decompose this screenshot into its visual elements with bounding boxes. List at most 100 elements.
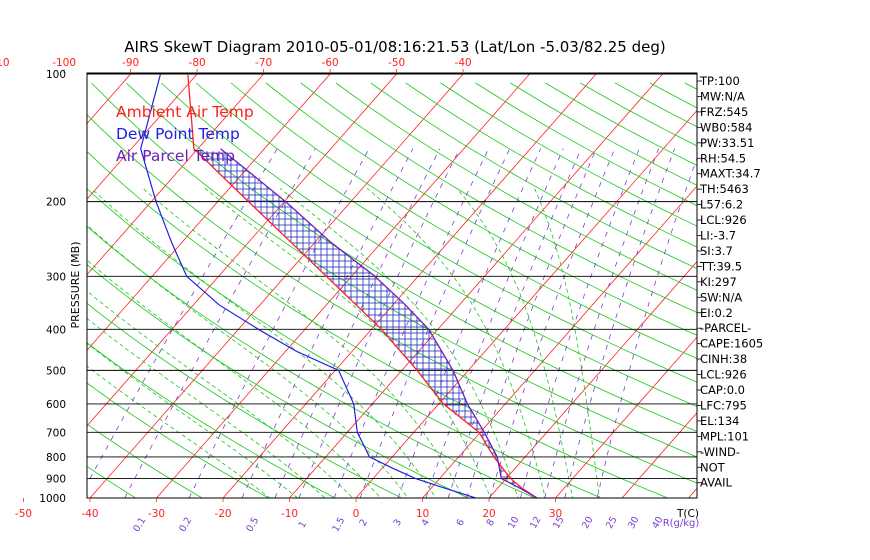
dry-adiabat-line <box>825 83 870 507</box>
index-entry: CAPE:1605 <box>700 337 763 351</box>
index-entry: TT:39.5 <box>699 259 742 273</box>
dry-adiabat-line <box>161 82 697 407</box>
moist-adiabat-line <box>90 188 437 498</box>
moist-adiabat-line <box>204 187 492 498</box>
dry-adiabat-line <box>87 465 137 498</box>
isotherm-line <box>621 412 697 498</box>
mixing-ratio-label: 6 <box>455 517 468 528</box>
isotherm-line <box>422 185 697 498</box>
dry-adiabat-line <box>335 82 697 291</box>
isotherm-line <box>222 73 597 498</box>
bottom-temp-tick-label: 30 <box>549 508 562 520</box>
index-entry: AVAIL <box>700 476 733 490</box>
isotherm-line <box>355 109 697 498</box>
moist-adiabat-line <box>87 224 409 498</box>
top-temp-tick-label: -70 <box>255 57 272 69</box>
index-entry: MAXT:34.7 <box>700 167 761 181</box>
parcel-temp-line <box>220 148 538 498</box>
pressure-tick-label: 500 <box>46 365 66 377</box>
top-temp-tick-label: -100 <box>52 57 76 69</box>
legend-entry: Ambient Air Temp <box>116 103 254 121</box>
top-temp-tick-label: -90 <box>122 57 139 69</box>
moist-adiabat-line <box>456 188 573 498</box>
dry-adiabat-line <box>87 342 336 498</box>
mixing-ratio-label: 15 <box>551 515 567 531</box>
bottom-temp-tick-label: 0 <box>353 508 360 520</box>
mixing-ratio-label: 0.5 <box>244 515 261 534</box>
pressure-tick-label: 900 <box>46 474 66 486</box>
pressure-tick-label: 400 <box>46 324 66 336</box>
index-entry: L57:6.2 <box>700 198 743 212</box>
temperature-axis-unit: T(C) <box>676 508 699 520</box>
moist-adiabat-line <box>142 187 464 498</box>
pressure-tick-label: 1000 <box>39 493 66 505</box>
pressure-tick-labels: 100 200 300 400 500 600 700 800 900 1000 <box>39 69 66 505</box>
moist-adiabat-line <box>534 188 600 498</box>
sounding-profiles <box>140 73 538 498</box>
chart-title: AIRS SkewT Diagram 2010-05-01/08:16:21.5… <box>124 38 665 56</box>
isotherm-line <box>555 336 697 498</box>
pressure-tick-label: 100 <box>46 69 66 81</box>
moist-adiabat-line <box>87 290 354 498</box>
index-entry: LCL:926 <box>700 368 747 382</box>
isotherm-line <box>289 73 663 498</box>
mixing-ratio-label: 1.5 <box>330 515 347 534</box>
pressure-tick-label: 600 <box>46 399 66 411</box>
mixing-ratio-line <box>124 148 316 498</box>
top-temp-tick-label: -80 <box>189 57 206 69</box>
dry-adiabat-line <box>300 82 697 313</box>
moist-adiabat-line <box>87 259 381 498</box>
mixing-ratio-line <box>274 148 441 498</box>
moist-adiabat-line <box>366 187 546 498</box>
dry-adiabat-line <box>87 114 697 484</box>
moist-adiabat-line <box>87 342 299 498</box>
dry-adiabat-line <box>755 83 870 507</box>
pressure-tick-label: 300 <box>46 271 66 283</box>
mixing-ratio-line <box>333 148 489 498</box>
index-entry: FRZ:545 <box>700 105 748 119</box>
dry-adiabat-line <box>790 83 870 507</box>
bottom-temp-tick-label: -40 <box>81 508 98 520</box>
dry-adiabat-line <box>195 82 697 383</box>
isotherm-line <box>488 261 697 498</box>
index-entry: KI:297 <box>700 275 737 289</box>
plot-frame <box>86 72 698 499</box>
bottom-temp-tick-label: -20 <box>214 508 231 520</box>
mixing-ratio-label: 12 <box>528 515 544 531</box>
mixing-ratio-line <box>489 148 616 498</box>
dew-point-line <box>140 73 476 498</box>
mixing-ratio-line <box>397 148 541 498</box>
top-temperature-ticks: -120-110-100-90-80-70-60-50-40 <box>0 57 472 73</box>
dry-adiabat-line <box>87 225 536 498</box>
index-entry: RH:54.5 <box>700 151 746 165</box>
moist-adiabat-line <box>87 365 271 498</box>
mixing-ratio-line <box>188 148 370 498</box>
top-temp-tick-label: -50 <box>388 57 405 69</box>
index-entry: LCL:926 <box>700 213 747 227</box>
mixing-ratio-line <box>241 148 414 498</box>
index-entry: MW:N/A <box>700 89 745 103</box>
mixing-ratio-label: 8 <box>485 517 498 528</box>
mixing-ratio-line <box>520 148 640 498</box>
dry-adiabat-line <box>859 83 870 507</box>
dry-adiabat-line <box>370 82 697 269</box>
isotherm-line <box>755 74 870 498</box>
mixing-ratio-label: 0.1 <box>131 515 148 534</box>
mixing-ratio-label: 4 <box>420 517 433 528</box>
pressure-tick-label: 200 <box>46 197 66 209</box>
bottom-temp-tick-label: -10 <box>281 508 298 520</box>
index-entry: MPL:101 <box>700 429 749 443</box>
bottom-temp-tick-label: 10 <box>416 508 429 520</box>
bottom-temp-tick-label: 20 <box>482 508 495 520</box>
legend: Ambient Air Temp Dew Point Temp Air Parcel… <box>116 103 254 165</box>
index-entry: SI:3.7 <box>700 244 733 258</box>
mixing-ratio-axis-unit: R(g/kg) <box>663 518 700 529</box>
mixing-ratio-line <box>359 148 511 498</box>
bottom-temp-tick-label: -30 <box>148 508 165 520</box>
index-entry: EI:0.2 <box>700 306 733 320</box>
dry-adiabat-line <box>91 82 697 458</box>
index-entry: TH:5463 <box>699 182 749 196</box>
mixing-ratio-label: 10 <box>506 515 522 531</box>
